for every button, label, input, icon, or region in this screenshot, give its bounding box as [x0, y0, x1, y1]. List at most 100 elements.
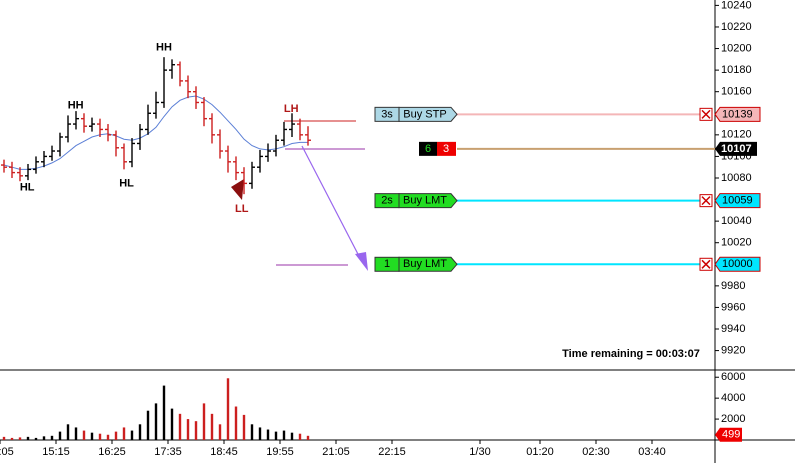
y2-tick-label: 6000	[721, 371, 745, 383]
volume-bar	[234, 406, 238, 440]
volume-bar	[90, 432, 94, 440]
ask-size: 3	[443, 143, 449, 155]
volume-bar	[74, 427, 78, 440]
x-tick-label: 22:15	[378, 446, 406, 458]
y-tick-label: 10020	[721, 237, 752, 249]
swing-label: HH	[68, 100, 84, 112]
price-tag	[714, 106, 761, 122]
volume-bar	[10, 437, 14, 440]
cancel-icon	[701, 259, 711, 269]
volume-bar	[82, 430, 86, 440]
y2-tick-label: 4000	[721, 392, 745, 404]
order-action: Buy STP	[403, 108, 446, 120]
price-tag	[714, 193, 761, 209]
volume-bar	[306, 435, 310, 440]
volume-bar	[194, 421, 198, 440]
volume-bar	[242, 414, 246, 440]
volume-bar	[34, 437, 38, 440]
arrow-head	[355, 252, 368, 271]
y-tick-label: 9960	[721, 301, 745, 313]
swing-label: HH	[156, 41, 172, 53]
volume-bar	[130, 430, 134, 440]
price-tag-label: 10139	[722, 108, 753, 120]
price-tag	[714, 256, 761, 272]
volume-bar	[202, 403, 206, 440]
price-tag-label: 10059	[722, 195, 753, 207]
volume-bar	[282, 430, 286, 440]
y2-tick-label: 2000	[721, 413, 745, 425]
last-price-label: 10107	[721, 143, 752, 155]
y-tick-label: 10160	[721, 86, 752, 98]
last-price-tag	[715, 141, 757, 156]
volume-bar	[162, 385, 166, 440]
swing-label: HL	[20, 182, 35, 194]
x-tick-label: 01:20	[526, 446, 554, 458]
ask-size-box	[437, 141, 456, 156]
x-tick-label: 02:30	[582, 446, 610, 458]
price-tag-label: 10000	[722, 258, 753, 270]
moving-average	[3, 95, 308, 170]
volume-bar	[146, 410, 150, 440]
arrow-head	[231, 179, 244, 200]
x-tick-label: 19:55	[266, 446, 294, 458]
swing-label: LL	[235, 203, 249, 215]
y-tick-label: 10200	[721, 42, 752, 54]
order-action: Buy LMT	[403, 258, 447, 270]
x-tick-label: 17:35	[154, 446, 182, 458]
volume-bar	[66, 424, 70, 440]
volume-bar	[170, 408, 174, 440]
x-tick-label: 21:05	[322, 446, 350, 458]
bid-size-box	[419, 141, 437, 156]
volume-bar	[226, 378, 230, 440]
order-qty: 1	[384, 258, 390, 270]
volume-bar	[18, 437, 22, 440]
y-tick-label: 10080	[721, 172, 752, 184]
volume-bar	[290, 432, 294, 440]
cancel-icon	[701, 196, 711, 206]
time-remaining: Time remaining = 00:03:07	[562, 348, 700, 360]
volume-bar	[154, 403, 158, 440]
volume-bar	[178, 413, 182, 440]
volume-bar	[26, 436, 30, 440]
y-tick-label: 10180	[721, 64, 752, 76]
x-tick-label: 14:05	[0, 446, 14, 458]
volume-bar	[266, 429, 270, 440]
cancel-icon	[701, 109, 711, 119]
volume-bar	[122, 427, 126, 440]
x-tick-label: 15:15	[42, 446, 70, 458]
volume-bar	[298, 433, 302, 440]
order-action: Buy LMT	[403, 195, 447, 207]
order-action-box	[398, 193, 458, 209]
volume-bar	[138, 424, 142, 440]
x-tick-label: 16:25	[98, 446, 126, 458]
volume-bar	[258, 427, 262, 440]
volume-bar	[42, 436, 46, 440]
x-tick-label: 1/30	[469, 446, 490, 458]
volume-bar	[98, 433, 102, 440]
y-tick-label: 10240	[721, 0, 752, 11]
y-tick-label: 10040	[721, 215, 752, 227]
order-action-box	[398, 256, 458, 272]
y-tick-label: 10220	[721, 21, 752, 33]
y-tick-label: 9980	[721, 280, 745, 292]
volume-bar	[218, 424, 222, 440]
volume-bar	[2, 436, 6, 440]
volume-bar	[114, 431, 118, 440]
x-tick-label: 03:40	[638, 446, 666, 458]
volume-bar	[50, 435, 54, 440]
y-tick-label: 9940	[721, 323, 745, 335]
order-qty: 3s	[381, 108, 393, 120]
volume-bar	[250, 424, 254, 440]
volume-bar	[186, 419, 190, 440]
projection-arrow	[301, 145, 361, 259]
y-tick-label: 10120	[721, 129, 752, 141]
volume-bar	[58, 431, 62, 440]
order-qty: 2s	[381, 195, 393, 207]
order-action-box	[398, 106, 458, 122]
y-tick-label: 9920	[721, 344, 745, 356]
x-tick-label: 18:45	[210, 446, 238, 458]
volume-tag	[715, 427, 742, 442]
swing-label: LH	[284, 103, 299, 115]
swing-label: HL	[119, 177, 134, 189]
